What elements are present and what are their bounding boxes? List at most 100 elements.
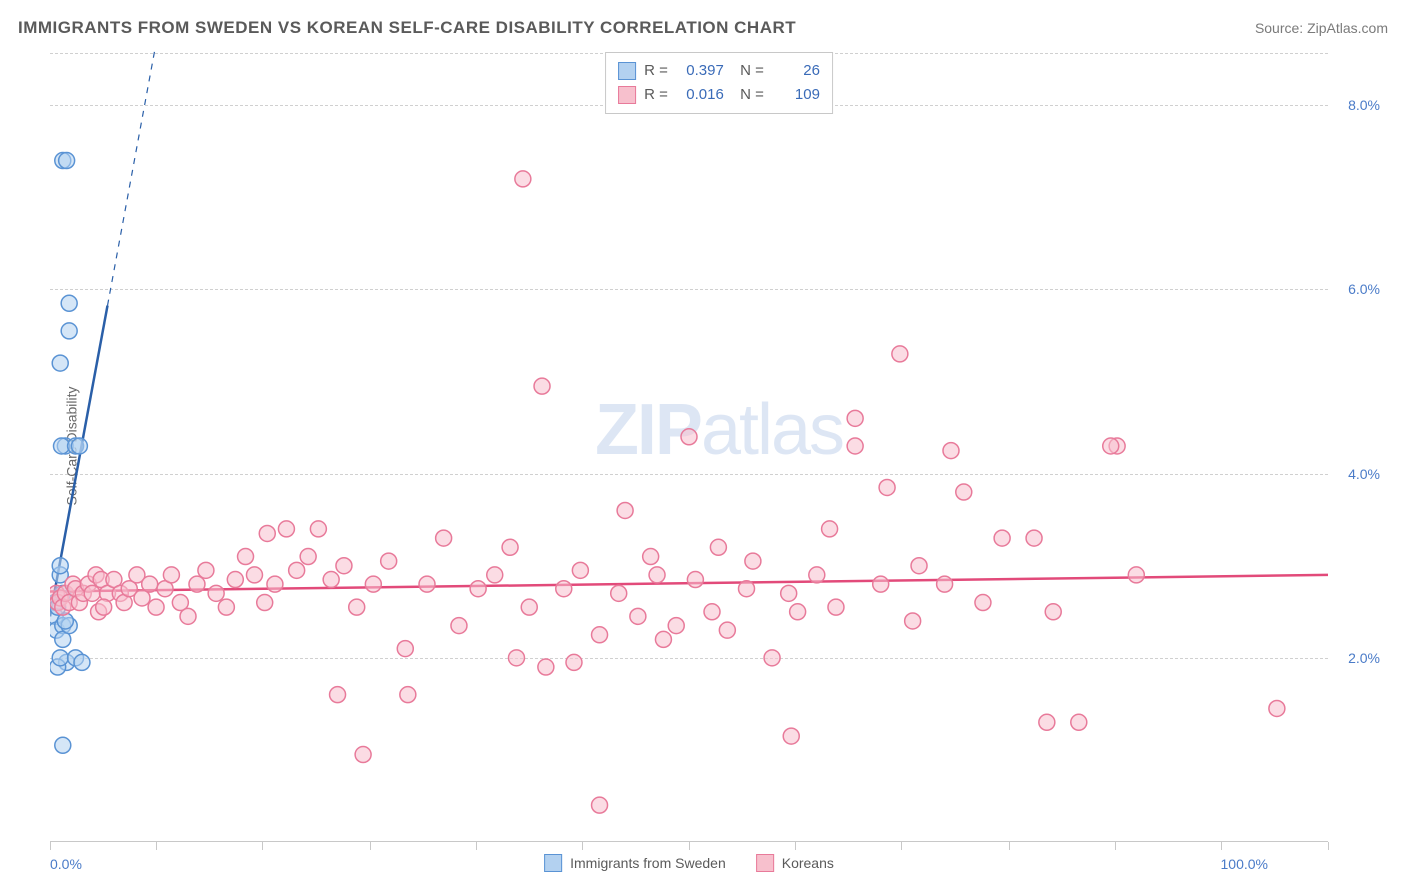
data-point — [630, 608, 646, 624]
data-point — [208, 585, 224, 601]
x-tick — [262, 842, 263, 850]
data-point — [943, 443, 959, 459]
data-point — [994, 530, 1010, 546]
data-point — [180, 608, 196, 624]
chart-header: IMMIGRANTS FROM SWEDEN VS KOREAN SELF-CA… — [18, 18, 1388, 38]
data-point — [847, 438, 863, 454]
x-tick — [795, 842, 796, 850]
legend-r-value: 0.397 — [676, 59, 724, 83]
trend-line-extrapolated — [108, 50, 155, 306]
data-point — [975, 595, 991, 611]
data-point — [681, 429, 697, 445]
data-point — [1026, 530, 1042, 546]
data-point — [668, 618, 684, 634]
data-point — [739, 581, 755, 597]
data-point — [227, 572, 243, 588]
data-point — [704, 604, 720, 620]
legend-stat-row: R =0.397 N =26 — [618, 59, 820, 83]
data-point — [246, 567, 262, 583]
data-point — [572, 562, 588, 578]
data-point — [879, 479, 895, 495]
data-point — [52, 355, 68, 371]
data-point — [1128, 567, 1144, 583]
data-point — [289, 562, 305, 578]
data-point — [1071, 714, 1087, 730]
data-point — [381, 553, 397, 569]
legend-swatch — [618, 62, 636, 80]
x-tick — [1328, 842, 1329, 850]
data-point — [436, 530, 452, 546]
plot-area: ZIPatlas 2.0%4.0%6.0%8.0% R =0.397 N =26… — [50, 50, 1388, 842]
x-tick — [1115, 842, 1116, 850]
data-point — [148, 599, 164, 615]
data-point — [349, 599, 365, 615]
data-point — [238, 549, 254, 565]
x-tick — [901, 842, 902, 850]
data-point — [521, 599, 537, 615]
data-point — [892, 346, 908, 362]
data-point — [937, 576, 953, 592]
x-tick — [370, 842, 371, 850]
chart-container: ZIPatlas 2.0%4.0%6.0%8.0% R =0.397 N =26… — [50, 50, 1388, 842]
data-point — [365, 576, 381, 592]
legend-series-item: Koreans — [756, 854, 834, 872]
data-point — [300, 549, 316, 565]
data-point — [617, 502, 633, 518]
data-point — [310, 521, 326, 537]
data-point — [956, 484, 972, 500]
legend-r-label: R = — [644, 59, 668, 83]
data-point — [655, 631, 671, 647]
data-point — [397, 641, 413, 657]
data-point — [61, 295, 77, 311]
data-point — [71, 438, 87, 454]
data-point — [611, 585, 627, 601]
data-point — [905, 613, 921, 629]
data-point — [470, 581, 486, 597]
data-point — [556, 581, 572, 597]
data-point — [451, 618, 467, 634]
data-point — [218, 599, 234, 615]
data-point — [323, 572, 339, 588]
data-point — [1103, 438, 1119, 454]
data-point — [847, 410, 863, 426]
legend-stat-row: R =0.016 N =109 — [618, 83, 820, 107]
data-point — [1039, 714, 1055, 730]
data-point — [719, 622, 735, 638]
data-point — [534, 378, 550, 394]
x-axis-min-label: 0.0% — [50, 856, 82, 872]
data-point — [74, 654, 90, 670]
legend-swatch — [756, 854, 774, 872]
data-point — [52, 650, 68, 666]
data-point — [911, 558, 927, 574]
data-point — [538, 659, 554, 675]
legend-r-value: 0.016 — [676, 83, 724, 107]
data-point — [764, 650, 780, 666]
data-point — [649, 567, 665, 583]
data-point — [61, 323, 77, 339]
legend-n-value: 109 — [772, 83, 820, 107]
data-point — [259, 525, 275, 541]
data-point — [822, 521, 838, 537]
data-point — [508, 650, 524, 666]
chart-title: IMMIGRANTS FROM SWEDEN VS KOREAN SELF-CA… — [18, 18, 796, 38]
data-point — [487, 567, 503, 583]
data-point — [55, 737, 71, 753]
x-tick — [476, 842, 477, 850]
data-point — [419, 576, 435, 592]
legend-n-value: 26 — [772, 59, 820, 83]
legend-series-label: Immigrants from Sweden — [570, 855, 726, 871]
data-point — [198, 562, 214, 578]
data-point — [257, 595, 273, 611]
x-tick — [50, 842, 51, 850]
data-point — [873, 576, 889, 592]
source-attribution: Source: ZipAtlas.com — [1255, 20, 1388, 36]
x-tick — [1009, 842, 1010, 850]
data-point — [400, 687, 416, 703]
data-point — [783, 728, 799, 744]
data-point — [267, 576, 283, 592]
x-axis-max-label: 100.0% — [1221, 856, 1268, 872]
data-point — [809, 567, 825, 583]
x-tick — [1221, 842, 1222, 850]
legend-n-label: N = — [732, 83, 764, 107]
data-point — [336, 558, 352, 574]
